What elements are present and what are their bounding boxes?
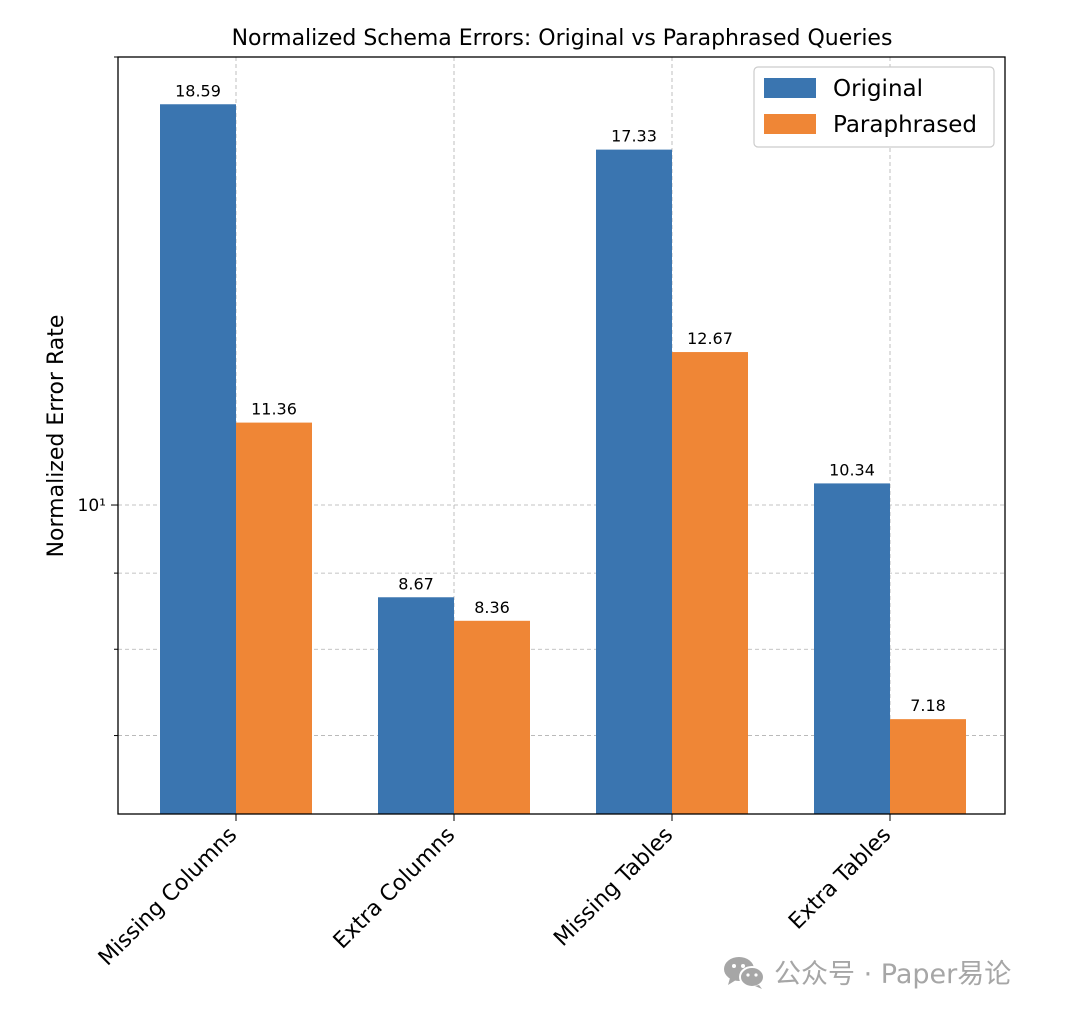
bar-paraphrased-extra-columns [454, 620, 530, 814]
y-axis-ticks: 10¹ [78, 56, 118, 737]
watermark-text: 公众号 · Paper易论 [774, 959, 1012, 990]
bar-value-label: 8.36 [474, 598, 510, 617]
plot-frame [117, 56, 1006, 815]
legend-swatch-paraphrased [764, 114, 816, 134]
x-tick-label: Extra Tables [784, 823, 896, 935]
bar-value-label: 10.34 [829, 460, 875, 479]
bar-value-label: 7.18 [910, 696, 946, 715]
legend-label-original: Original [833, 76, 923, 102]
legend-label-paraphrased: Paraphrased [833, 112, 977, 138]
bar-value-labels: 18.59 8.67 17.33 10.34 11.36 8.36 12.67 7.18 [175, 81, 946, 715]
bar-original-extra-columns [378, 597, 454, 814]
watermark: 公众号 · Paper易论 [722, 952, 1011, 991]
bar-original-extra-tables [814, 483, 890, 814]
bar-paraphrased-missing-tables [672, 352, 748, 814]
chart-title: Normalized Schema Errors: Original vs Pa… [232, 26, 893, 51]
legend: Original Paraphrased [753, 66, 995, 148]
x-tick-label: Missing Columns [94, 823, 242, 971]
x-tick-label: Extra Columns [329, 823, 460, 954]
bar-paraphrased-missing-columns [236, 422, 312, 814]
bars [160, 104, 966, 814]
bar-paraphrased-extra-tables [890, 719, 966, 814]
x-tick-label: Missing Tables [549, 823, 678, 952]
bar-original-missing-tables [596, 149, 672, 814]
y-axis-label: Normalized Error Rate [44, 315, 69, 558]
bar-value-label: 12.67 [687, 329, 733, 348]
bar-value-label: 17.33 [611, 127, 657, 146]
bar-value-label: 18.59 [175, 81, 221, 100]
legend-swatch-original [764, 78, 816, 98]
bar-original-missing-columns [160, 104, 236, 814]
y-tick-label: 10¹ [78, 496, 106, 516]
bar-value-label: 11.36 [251, 400, 297, 419]
wechat-icon [724, 956, 765, 989]
bar-value-label: 8.67 [398, 574, 434, 593]
x-axis-ticks: Missing Columns Extra Columns Missing Tabl… [94, 814, 896, 971]
